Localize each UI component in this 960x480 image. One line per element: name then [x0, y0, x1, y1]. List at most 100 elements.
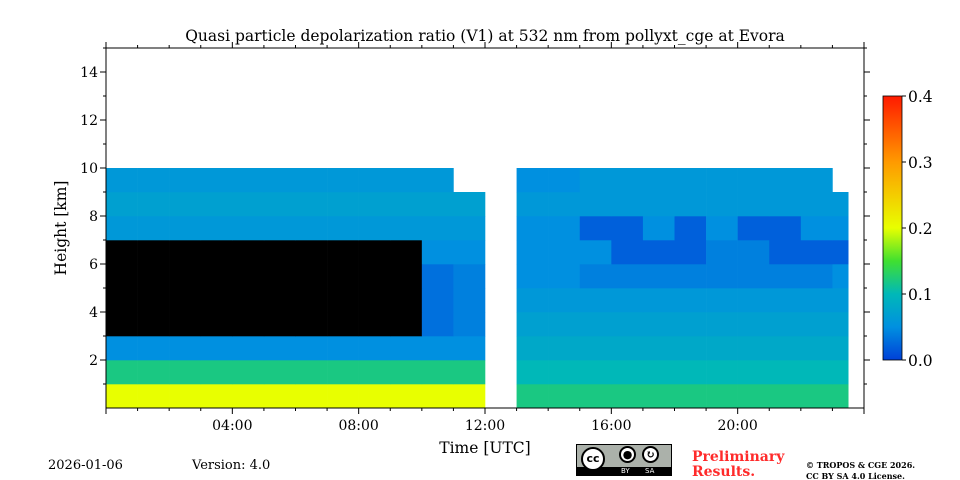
heatmap-cell [516, 168, 549, 193]
heatmap-cell [421, 264, 454, 289]
heatmap-cell [769, 168, 802, 193]
heatmap-cell [611, 312, 644, 337]
heatmap-cell [832, 360, 849, 385]
heatmap-cell [800, 336, 833, 361]
heatmap-cell [800, 192, 833, 217]
heatmap-cell [516, 240, 549, 265]
heatmap-cell [263, 384, 296, 409]
heatmap-cell [295, 384, 328, 409]
heatmap-cell [579, 312, 612, 337]
heatmap-cell [390, 192, 423, 217]
heatmap-cell [200, 384, 233, 409]
heatmap-cell [106, 240, 138, 265]
heatmap-cell [706, 384, 738, 409]
heatmap-cell [769, 216, 802, 241]
by-person-icon: ● [619, 446, 636, 463]
colorbar-tick-label: 0.0 [908, 352, 933, 370]
heatmap-cell [769, 264, 802, 289]
heatmap-cell [295, 288, 328, 313]
heatmap-cell [327, 168, 359, 193]
heatmap-cell [200, 360, 233, 385]
copyright-line2: CC BY SA 4.0 License. [806, 471, 905, 480]
heatmap-cell [579, 288, 612, 313]
heatmap-cell [295, 264, 328, 289]
heatmap-cell [579, 216, 612, 241]
heatmap-cell [611, 264, 644, 289]
heatmap-cell [548, 336, 581, 361]
heatmap-cell [232, 384, 265, 409]
heatmap-cell [800, 384, 833, 409]
y-tick-label: 12 [80, 113, 98, 129]
heatmap-cell [263, 192, 296, 217]
y-tick-label: 10 [80, 161, 98, 177]
cc-by-sa-badge: cc ● ↻ BY SA [576, 444, 672, 476]
heatmap-cell [769, 384, 802, 409]
heatmap-cell [453, 240, 486, 265]
heatmap-cell [106, 192, 138, 217]
heatmap-cell [674, 192, 707, 217]
colorbar-tick-label: 0.1 [908, 286, 933, 304]
heatmap-cell [611, 168, 644, 193]
heatmap-cell [548, 216, 581, 241]
heatmap-cell [327, 192, 359, 217]
heatmap-cell [137, 216, 170, 241]
heatmap-cell [737, 384, 770, 409]
heatmap-cell [706, 360, 738, 385]
heatmap-cell [642, 360, 675, 385]
heatmap-cell [169, 192, 202, 217]
heatmap-cell [169, 360, 202, 385]
heatmap-cell [232, 360, 265, 385]
heatmap-cell [800, 312, 833, 337]
heatmap-cell [106, 168, 138, 193]
heatmap-cell [737, 240, 770, 265]
heatmap-cell [579, 384, 612, 409]
heatmap-cell [263, 312, 296, 337]
heatmap-cell [358, 168, 391, 193]
heatmap-cell [642, 312, 675, 337]
heatmap-cell [832, 384, 849, 409]
heatmap-cell [390, 264, 423, 289]
heatmap-cell [421, 168, 454, 193]
heatmap-cell [200, 216, 233, 241]
date-label: 2026-01-06 [48, 458, 123, 473]
heatmap-cell [232, 216, 265, 241]
heatmap-cell [800, 240, 833, 265]
heatmap-cell [516, 312, 549, 337]
heatmap-cell [737, 336, 770, 361]
heatmap-cell [137, 240, 170, 265]
heatmap-cell [232, 312, 265, 337]
heatmap-cell [169, 312, 202, 337]
heatmap-cell [295, 216, 328, 241]
heatmap-cell [106, 264, 138, 289]
heatmap-cell [169, 264, 202, 289]
heatmap-cell [611, 384, 644, 409]
heatmap-cell [800, 216, 833, 241]
heatmap-cell [453, 384, 486, 409]
heatmap-cell [642, 384, 675, 409]
heatmap-cell [137, 336, 170, 361]
heatmap-cell [453, 336, 486, 361]
heatmap-cell [390, 384, 423, 409]
heatmap-cell [232, 336, 265, 361]
heatmap-cell [106, 216, 138, 241]
heatmap-cell [642, 216, 675, 241]
heatmap-cell [137, 360, 170, 385]
heatmap-cell [579, 240, 612, 265]
heatmap-cell [611, 216, 644, 241]
heatmap-cell [295, 336, 328, 361]
heatmap-cell [674, 240, 707, 265]
heatmap-cell [674, 216, 707, 241]
heatmap-cell [295, 192, 328, 217]
heatmap-cell [169, 384, 202, 409]
heatmap-cell [295, 360, 328, 385]
heatmap-cell [706, 216, 738, 241]
x-axis-label: Time [UTC] [439, 439, 530, 457]
heatmap-cell [737, 264, 770, 289]
colorbar-tick-label: 0.2 [908, 220, 933, 238]
heatmap-cell [832, 216, 849, 241]
heatmap-cell [200, 288, 233, 313]
heatmap-cell [327, 312, 359, 337]
heatmap-cell [674, 336, 707, 361]
heatmap-cell [548, 264, 581, 289]
heatmap-cell [769, 312, 802, 337]
